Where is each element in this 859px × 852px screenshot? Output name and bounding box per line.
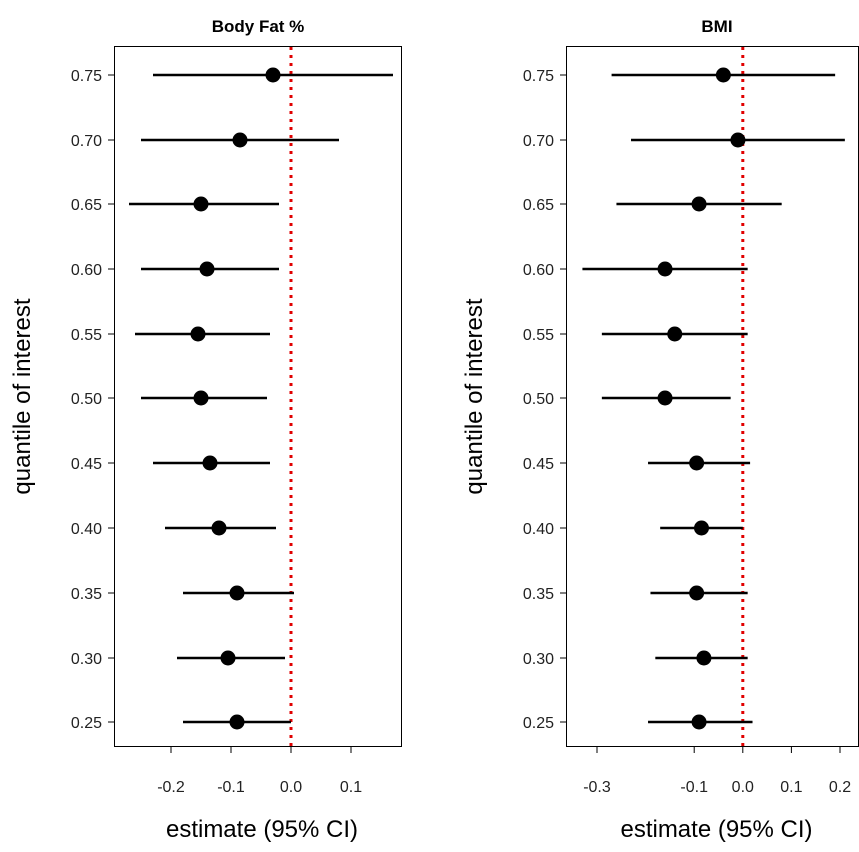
y-tick-label: 0.60 — [71, 262, 102, 279]
estimate-point — [696, 650, 712, 666]
y-axis-label: quantile of interest — [461, 298, 488, 494]
y-tick-label: 0.45 — [71, 456, 102, 473]
y-tick-label: 0.75 — [71, 68, 102, 85]
estimate-point — [229, 714, 245, 730]
estimate-point — [691, 714, 707, 730]
y-tick-label: 0.35 — [71, 586, 102, 603]
estimate-point — [220, 650, 236, 666]
estimate-point — [667, 326, 683, 342]
y-tick-label: 0.75 — [523, 68, 554, 85]
x-tick-label: 0.1 — [340, 779, 362, 796]
estimate-point — [693, 520, 709, 536]
chart-title: BMI — [701, 17, 732, 36]
estimate-point — [691, 196, 707, 212]
y-tick-label: 0.55 — [71, 327, 102, 344]
estimate-point — [193, 390, 209, 406]
y-tick-label: 0.25 — [523, 715, 554, 732]
estimate-point — [232, 132, 248, 148]
x-tick-label: 0.1 — [780, 779, 802, 796]
estimate-point — [190, 326, 206, 342]
x-tick-label: 0.0 — [280, 779, 302, 796]
x-axis-label: estimate (95% CI) — [620, 816, 812, 843]
x-tick-label: -0.1 — [217, 779, 245, 796]
estimate-point — [689, 585, 705, 601]
estimate-point — [715, 67, 731, 83]
y-tick-label: 0.65 — [523, 197, 554, 214]
estimate-point — [229, 585, 245, 601]
plot-frame — [566, 46, 859, 747]
x-tick-label: 0.2 — [829, 779, 851, 796]
y-tick-label: 0.30 — [71, 651, 102, 668]
estimate-point — [265, 67, 281, 83]
estimate-point — [202, 455, 218, 471]
y-tick-label: 0.55 — [523, 327, 554, 344]
estimate-point — [199, 261, 215, 277]
y-tick-label: 0.40 — [523, 521, 554, 538]
chart-title: Body Fat % — [212, 17, 305, 36]
y-tick-label: 0.50 — [523, 391, 554, 408]
estimate-point — [730, 132, 746, 148]
y-tick-label: 0.65 — [71, 197, 102, 214]
estimate-point — [689, 455, 705, 471]
y-tick-label: 0.45 — [523, 456, 554, 473]
x-tick-label: -0.1 — [680, 779, 708, 796]
y-tick-label: 0.40 — [71, 521, 102, 538]
y-tick-label: 0.60 — [523, 262, 554, 279]
panel-2: BMI 0.75 0.70 0.65 0.60 0.55 0.50 0.45 0.40 0.35 0… — [461, 17, 859, 843]
x-axis-label: estimate (95% CI) — [166, 816, 358, 843]
y-tick-label: 0.35 — [523, 586, 554, 603]
estimate-point — [193, 196, 209, 212]
estimate-point — [657, 261, 673, 277]
y-tick-label: 0.50 — [71, 391, 102, 408]
estimate-point — [211, 520, 227, 536]
x-tick-label: -0.2 — [157, 779, 185, 796]
y-axis-label: quantile of interest — [9, 298, 36, 494]
x-tick-label: -0.3 — [583, 779, 611, 796]
panel-1: Body Fat % 0.75 0.70 0.65 0.60 0.55 0.50 0.45 0.… — [9, 17, 402, 843]
y-tick-label: 0.70 — [523, 133, 554, 150]
estimate-point — [657, 390, 673, 406]
plot-frame — [114, 46, 402, 747]
y-tick-label: 0.70 — [71, 133, 102, 150]
y-tick-label: 0.30 — [523, 651, 554, 668]
y-tick-label: 0.25 — [71, 715, 102, 732]
x-tick-label: 0.0 — [732, 779, 754, 796]
